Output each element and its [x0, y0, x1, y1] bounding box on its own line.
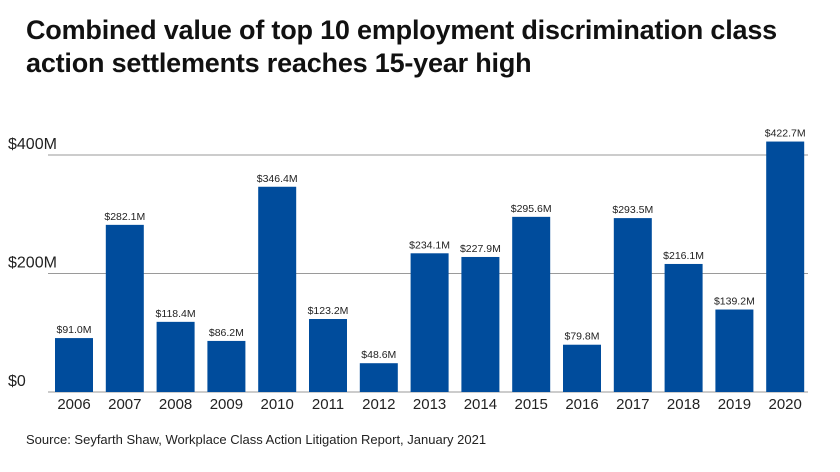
x-category-label: 2013	[413, 396, 446, 413]
x-axis-categories: 2006 2007 2008 2009 2010 2011 2012 2013 2014 2015…	[57, 396, 802, 413]
x-category-label: 2016	[565, 396, 598, 413]
bar-2006	[55, 338, 93, 392]
data-label-2020: $422.7M	[765, 128, 806, 140]
bar-2014	[461, 256, 500, 392]
data-label-2008: $118.4M	[156, 308, 196, 320]
data-label-2018: $216.1M	[663, 250, 704, 262]
data-label-2016: $79.8M	[564, 331, 599, 343]
chart-source: Source: Seyfarth Shaw, Workplace Class A…	[26, 432, 487, 447]
bar-2008	[156, 321, 195, 392]
x-category-label: 2014	[464, 396, 497, 413]
x-category-label: 2017	[616, 396, 649, 413]
x-category-label: 2019	[718, 396, 751, 413]
data-label-2011: $123.2M	[308, 305, 349, 317]
data-labels: $91.0M $282.1M $118.4M $86.2M $346.4M $123.2M…	[56, 128, 805, 362]
x-category-label: 2008	[159, 396, 192, 413]
bar-2010	[258, 186, 297, 392]
data-label-2017: $293.5M	[612, 204, 653, 216]
data-label-2019: $139.2M	[714, 296, 755, 308]
y-axis-ticks: $0 $200M $400M	[8, 136, 57, 390]
x-category-label: 2015	[515, 396, 548, 413]
x-category-label: 2007	[108, 396, 141, 413]
data-label-2009: $86.2M	[209, 327, 244, 339]
bar-2009	[207, 340, 246, 392]
x-category-label: 2018	[667, 396, 700, 413]
data-label-2006: $91.0M	[56, 324, 91, 336]
bar-2013	[410, 253, 449, 392]
bar-2019	[715, 309, 754, 392]
bar-2018	[664, 263, 703, 392]
y-tick-label: $0	[8, 373, 26, 390]
bar-2015	[512, 216, 551, 392]
data-label-2013: $234.1M	[409, 239, 450, 251]
x-category-label: 2010	[261, 396, 294, 413]
x-category-label: 2011	[312, 396, 344, 413]
bar-2017	[613, 218, 652, 392]
bar-2011	[309, 319, 347, 392]
x-category-label: 2006	[57, 396, 90, 413]
data-label-2015: $295.6M	[511, 203, 552, 215]
y-tick-label: $200M	[8, 255, 57, 272]
chart-title: Combined value of top 10 employment disc…	[26, 15, 777, 78]
bars	[55, 141, 805, 392]
data-label-2012: $48.6M	[361, 349, 396, 361]
data-label-2007: $282.1M	[104, 211, 145, 223]
bar-2007	[105, 224, 144, 392]
bar-2020	[766, 141, 805, 392]
x-category-label: 2009	[210, 396, 243, 413]
bar-2012	[359, 363, 398, 392]
data-label-2014: $227.9M	[460, 243, 501, 255]
data-label-2010: $346.4M	[257, 173, 298, 185]
x-category-label: 2012	[362, 396, 395, 413]
x-category-label: 2020	[769, 396, 802, 413]
bar-2016	[563, 344, 601, 392]
y-tick-label: $400M	[8, 136, 57, 153]
